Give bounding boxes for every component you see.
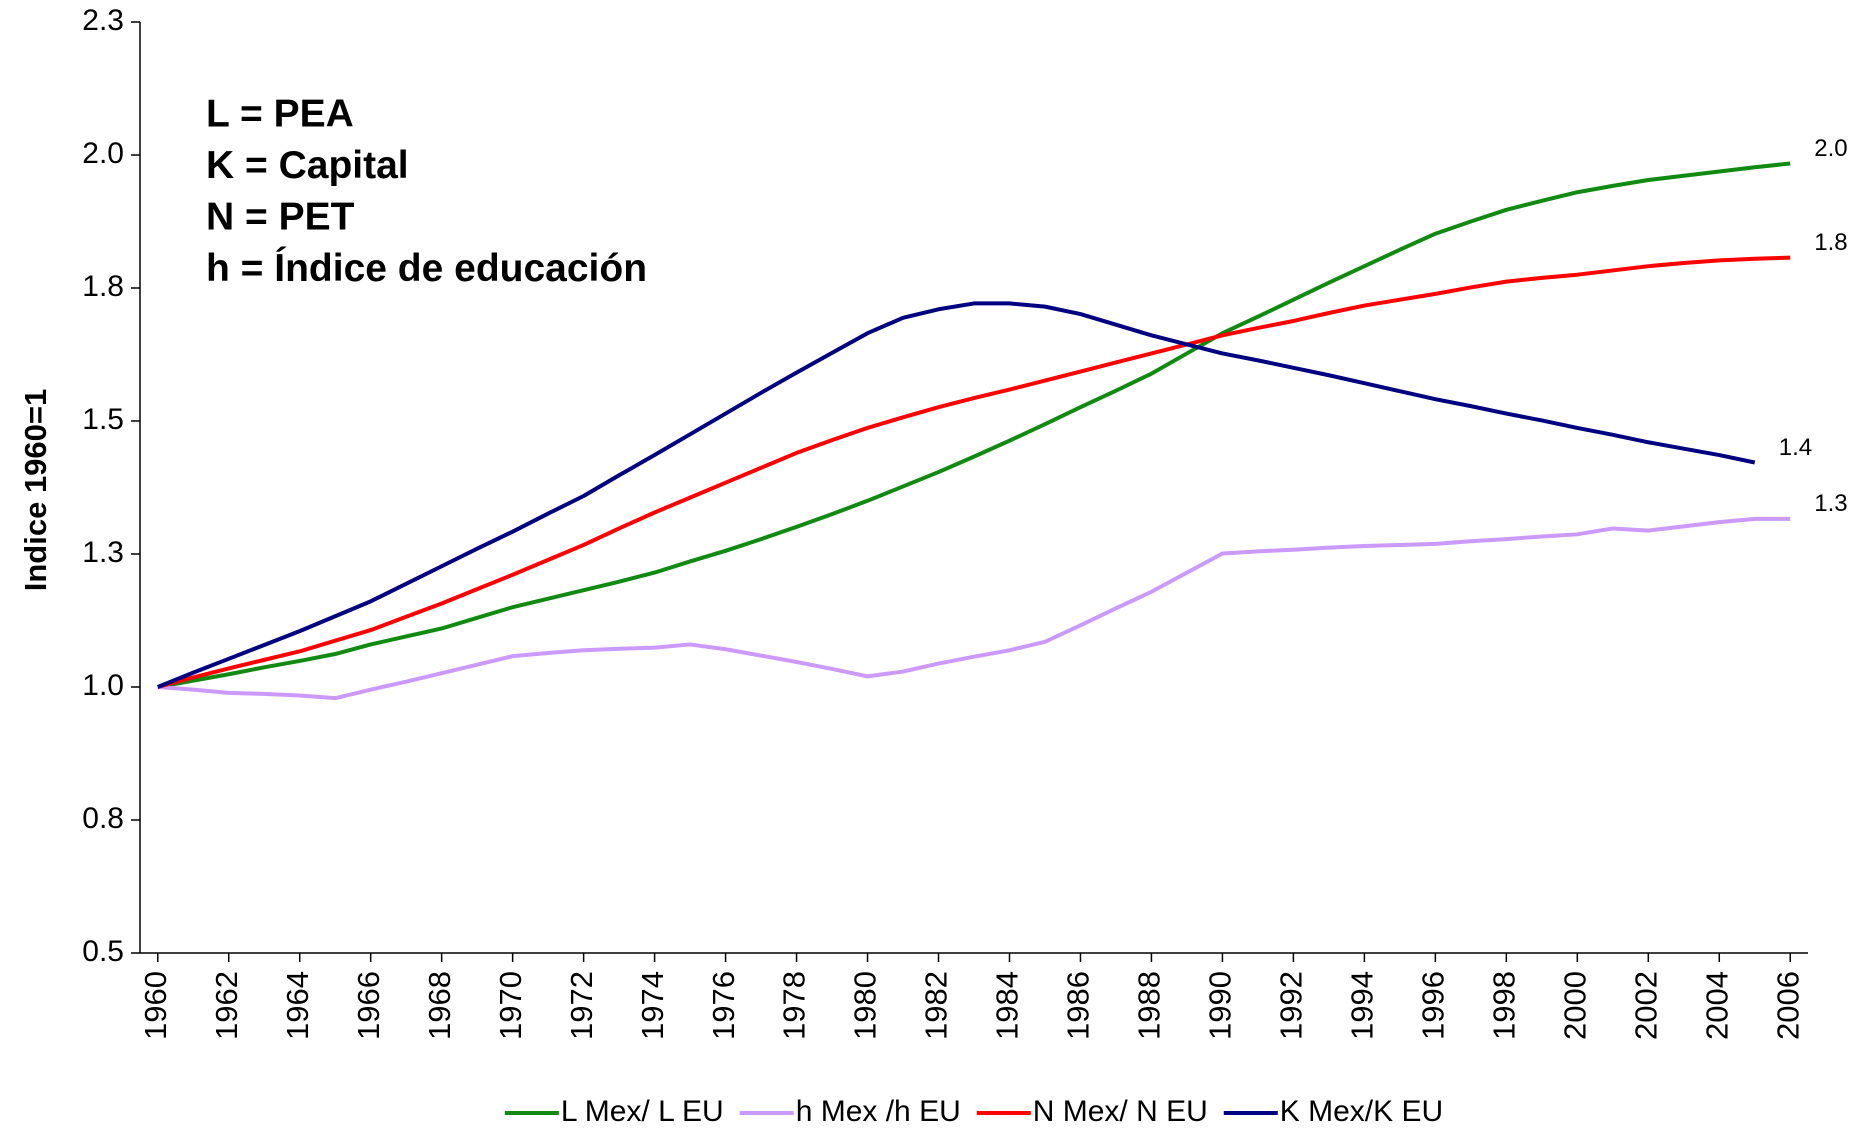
x-tick-label: 2002 [1628, 971, 1663, 1040]
y-tick-label: 0.8 [82, 802, 124, 835]
x-tick-label: 1990 [1203, 971, 1238, 1040]
x-tick-label: 1974 [635, 971, 670, 1040]
x-tick-label: 1966 [351, 971, 386, 1040]
data-label: 1.4 [1779, 434, 1812, 461]
x-tick-label: 1980 [848, 971, 883, 1040]
legend-label: N Mex/ N EU [1033, 1095, 1208, 1128]
y-tick-label: 1.0 [82, 669, 124, 702]
legend-label: h Mex /h EU [796, 1095, 961, 1128]
x-tick-label: 1992 [1274, 971, 1309, 1040]
series-line [157, 161, 1791, 689]
x-tick-label: 1984 [990, 971, 1025, 1040]
y-tick-label: 0.5 [82, 935, 124, 968]
x-tick-label: 1996 [1416, 971, 1451, 1040]
x-tick-label: 1976 [706, 971, 741, 1040]
x-tick-label: 1978 [777, 971, 812, 1040]
x-tick-label: 1982 [919, 971, 954, 1040]
x-tick-label: 1986 [1061, 971, 1096, 1040]
data-label: 1.3 [1814, 490, 1847, 517]
series-line [157, 516, 1791, 701]
x-tick-label: 1962 [209, 971, 244, 1040]
x-tick-label: 1998 [1487, 971, 1522, 1040]
y-tick-label: 2.0 [82, 137, 124, 170]
x-tick-label: 1988 [1132, 971, 1167, 1040]
x-tick-label: 1968 [422, 971, 457, 1040]
y-tick-label: 1.8 [82, 270, 124, 303]
x-tick-label: 2004 [1699, 971, 1734, 1040]
y-tick-label: 1.3 [82, 536, 124, 569]
x-tick-label: 2006 [1770, 971, 1805, 1040]
x-tick-label: 1994 [1345, 971, 1380, 1040]
x-tick-label: 2000 [1558, 971, 1593, 1040]
series-line [156, 301, 1756, 689]
legend-label: L Mex/ L EU [561, 1095, 724, 1128]
annotation: h = Índice de educación [206, 246, 647, 290]
annotation: L = PEA [206, 92, 354, 135]
data-label: 1.8 [1814, 229, 1847, 256]
x-tick-label: 1964 [280, 971, 315, 1040]
data-label: 2.0 [1814, 135, 1847, 162]
x-tick-label: 1970 [493, 971, 528, 1040]
y-axis-label: Indice 1960=1 [18, 389, 53, 592]
y-tick-label: 1.5 [82, 403, 124, 436]
x-tick-label: 1960 [138, 971, 173, 1040]
x-tick-label: 1972 [564, 971, 599, 1040]
series-line [157, 255, 1791, 689]
legend: L Mex/ L EU h Mex /h EU N Mex/ N EU K Mex/K… [504, 1095, 1443, 1128]
annotation: N = PET [206, 195, 355, 238]
y-tick-label: 2.3 [82, 4, 124, 37]
annotation: K = Capital [206, 144, 409, 187]
legend-label: K Mex/K EU [1280, 1095, 1443, 1128]
